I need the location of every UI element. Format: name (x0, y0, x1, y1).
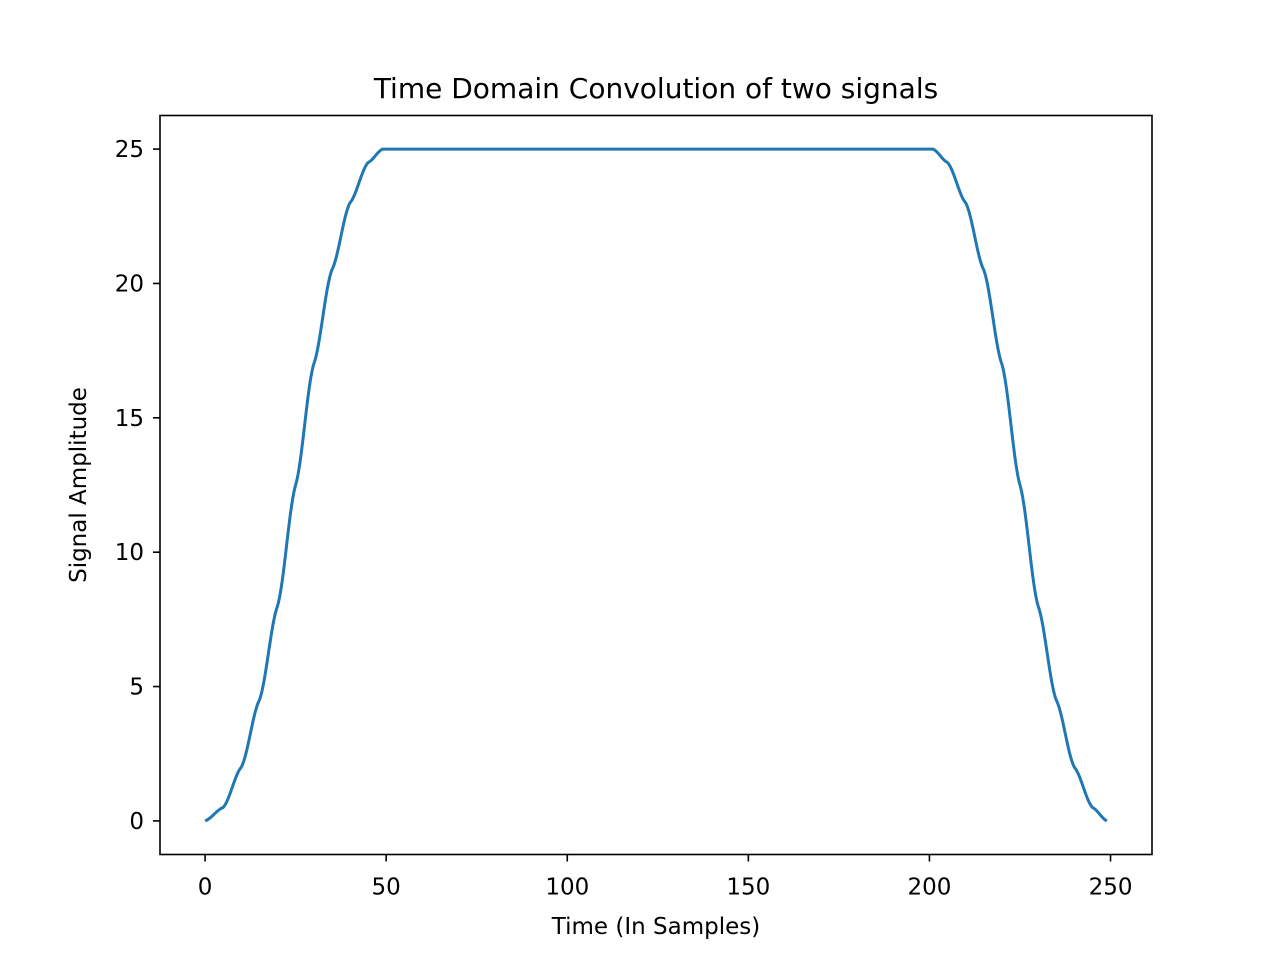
x-axis-label: Time (In Samples) (551, 914, 760, 940)
y-tick-label: 15 (115, 406, 144, 432)
y-tick-label: 0 (129, 809, 144, 835)
y-axis-label: Signal Amplitude (66, 387, 92, 583)
x-tick-label: 100 (545, 875, 589, 901)
plot-frame (159, 114, 1153, 856)
y-tick-label: 25 (115, 137, 144, 163)
plot-area (160, 115, 1152, 855)
plot-background (160, 115, 1152, 855)
x-tick-label: 200 (907, 875, 951, 901)
chart-title: Time Domain Convolution of two signals (373, 72, 938, 105)
x-tick-label: 150 (726, 875, 770, 901)
x-tick-label: 0 (198, 875, 213, 901)
x-tick-label: 250 (1089, 875, 1133, 901)
y-tick-label: 20 (115, 271, 144, 297)
x-tick-label: 50 (372, 875, 401, 901)
y-axis-ticks: 0 5 10 15 20 25 (115, 137, 160, 835)
y-tick-label: 5 (129, 675, 144, 701)
y-tick-label: 10 (115, 540, 144, 566)
x-axis-ticks: 0 50 100 150 200 250 (198, 854, 1133, 901)
series-line (204, 147, 1108, 823)
